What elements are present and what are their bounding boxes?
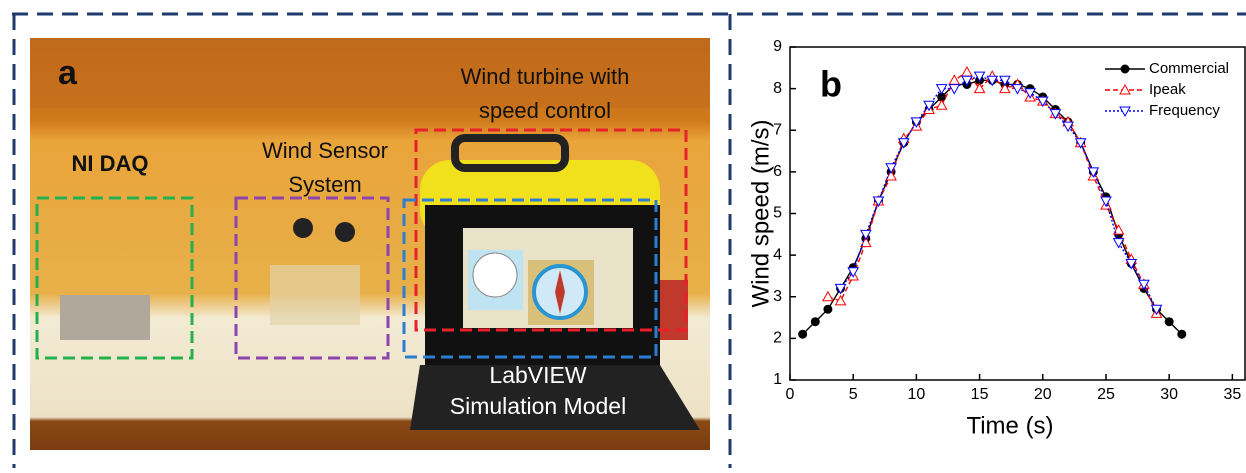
panel-label: a	[58, 54, 78, 92]
y-tick-label: 8	[773, 80, 782, 97]
series-line	[803, 80, 1182, 334]
data-point	[823, 292, 833, 301]
data-point	[824, 305, 832, 313]
y-tick-label: 2	[773, 330, 782, 347]
x-tick-label: 30	[1160, 386, 1178, 403]
data-point	[949, 85, 959, 94]
data-point	[1013, 85, 1023, 94]
x-tick-label: 5	[849, 386, 858, 403]
panel-label: b	[820, 64, 842, 105]
x-tick-label: 20	[1034, 386, 1052, 403]
legend-label: Ipeak	[1149, 81, 1186, 98]
data-point	[949, 75, 959, 84]
data-point	[1101, 197, 1111, 206]
y-tick-label: 4	[773, 246, 782, 263]
y-tick-label: 7	[773, 121, 782, 138]
data-point	[811, 318, 819, 326]
chart: 1 2 3 4 5 6 7 8 9 0 5 10 15 20 25 30 35 Time (s) Wind spee…	[747, 38, 1245, 439]
x-tick-label: 15	[971, 386, 989, 403]
y-axis-label: Wind speed (m/s)	[747, 119, 774, 307]
legend-label: Frequency	[1149, 102, 1220, 119]
x-tick-label: 10	[907, 386, 925, 403]
y-tick-label: 9	[773, 38, 782, 55]
legend-label: Commercial	[1149, 60, 1229, 77]
data-point	[1025, 89, 1035, 98]
x-axis-label: Time (s)	[966, 412, 1053, 439]
y-tick-label: 3	[773, 288, 782, 305]
data-point	[799, 330, 807, 338]
annotation-label: NI DAQ	[72, 151, 149, 176]
data-point	[1178, 330, 1186, 338]
data-point	[1165, 318, 1173, 326]
y-tick-label: 1	[773, 371, 782, 388]
data-point	[937, 100, 947, 109]
figure: a NI DAQWind SensorSystemWind turbine wi…	[0, 0, 1246, 468]
y-tick-label: 6	[773, 163, 782, 180]
legend-marker	[1121, 65, 1129, 73]
x-tick-label: 35	[1223, 386, 1241, 403]
x-tick-label: 25	[1097, 386, 1115, 403]
y-tick-label: 5	[773, 205, 782, 222]
data-point	[962, 67, 972, 76]
x-tick-label: 0	[786, 386, 795, 403]
